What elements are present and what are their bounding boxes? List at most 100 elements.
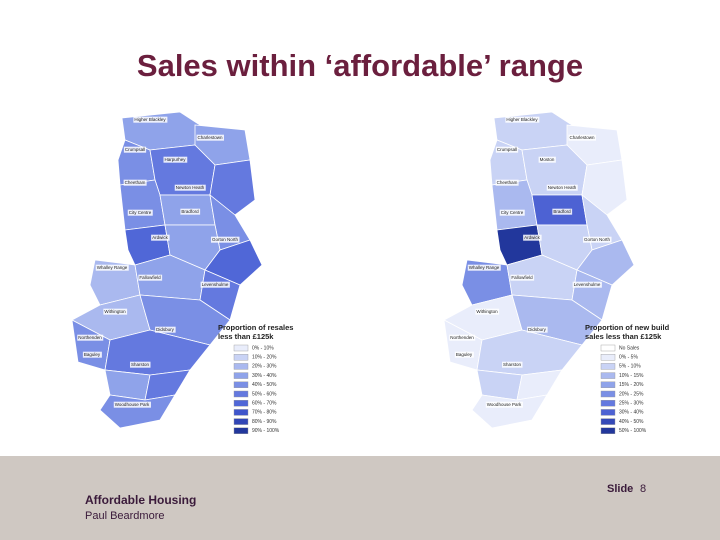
ward-label: Northenden: [450, 335, 474, 340]
ward-label: Ardwick: [152, 235, 169, 240]
legend-item: 5% - 10%: [619, 364, 641, 370]
ward-label-box: [501, 361, 523, 368]
legend-swatch: [600, 381, 616, 388]
ward-label: Withington: [104, 309, 126, 314]
ward-label: Fallowfield: [139, 275, 161, 280]
ward-label: Baguley: [456, 352, 473, 357]
legend-item: 10% - 20%: [252, 355, 277, 361]
legend-item: 0% - 10%: [252, 345, 274, 351]
ward-label-box: [499, 209, 525, 216]
legend-swatch: [233, 354, 249, 361]
legend-swatch: [600, 400, 616, 407]
ward-label: City Centre: [129, 210, 152, 215]
ward-label-box: [200, 281, 230, 288]
ward-label: Levenshulme: [574, 282, 601, 287]
ward-label: Higher Blackley: [134, 117, 166, 122]
legend-item: 25% - 30%: [619, 401, 644, 407]
legend-item: 90% - 100%: [252, 428, 280, 434]
legend-swatch: [600, 344, 616, 352]
legend-item: 80% - 90%: [252, 419, 277, 425]
ward-label-box: [127, 209, 153, 216]
legend-item: 50% - 100%: [619, 428, 647, 434]
ward-label-box: [454, 351, 474, 358]
map: Higher Blackley Charlestown Crumpsall Mosto…: [443, 111, 635, 429]
ward-label-box: [155, 326, 176, 333]
ward-area: [581, 159, 628, 216]
ward-label-box: [133, 116, 168, 123]
legend-item: 70% - 80%: [252, 410, 277, 416]
ward-label: Whalley Range: [469, 265, 500, 270]
ward-label-box: [475, 308, 500, 315]
legend-swatch: [600, 363, 616, 370]
ward-label-box: [572, 281, 602, 288]
legend-swatch: [600, 418, 616, 425]
footer-band: [0, 456, 720, 540]
ward-label-box: [151, 234, 170, 241]
footer-project: Affordable Housing: [85, 493, 196, 507]
ward-area: [516, 369, 563, 401]
ward-label: Didsbury: [156, 327, 175, 332]
ward-label: Charlestown: [569, 135, 595, 140]
legend-swatch: [600, 427, 616, 434]
ward-label: Crumpsall: [497, 147, 517, 152]
ward-label: Woodhouse Park: [115, 402, 150, 407]
legend-title: Proportion of resales: [218, 323, 293, 332]
ward-label: Whalley Range: [97, 265, 128, 270]
legend-swatch: [233, 427, 249, 434]
ward-label-box: [95, 264, 129, 271]
ward-label: Newton Heath: [176, 185, 205, 190]
ward-label-box: [568, 134, 597, 141]
ward-label-box: [495, 179, 519, 186]
slide-title: Sales within ‘affordable’ range: [137, 48, 583, 83]
ward-area: [99, 394, 176, 429]
ward-label: Gorton North: [212, 237, 239, 242]
legend-swatch: [233, 344, 249, 352]
ward-label-box: [538, 156, 556, 163]
ward-label-box: [510, 274, 535, 281]
legend-title: less than £125k: [218, 332, 274, 341]
ward-label-box: [467, 264, 501, 271]
ward-label-box: [552, 208, 573, 215]
legend-item: 30% - 40%: [252, 373, 277, 379]
legend-item: No Sales: [619, 345, 640, 351]
ward-label-box: [174, 184, 206, 191]
ward-label: Charlestown: [197, 135, 223, 140]
ward-label: Gorton North: [584, 237, 611, 242]
map: Higher Blackley Charlestown Crumpsall Harpu…: [71, 111, 263, 429]
legend-swatch: [600, 390, 616, 398]
legend-title: sales less than £125k: [585, 332, 662, 341]
ward-label: Woodhouse Park: [487, 402, 522, 407]
ward-label-box: [103, 308, 128, 315]
ward-label-box: [582, 236, 612, 243]
legend-item: 60% - 70%: [252, 401, 277, 407]
ward-label-box: [123, 179, 147, 186]
ward-label: Bradford: [181, 209, 199, 214]
ward-label: Levenshulme: [202, 282, 229, 287]
ward-label: Withington: [476, 309, 498, 314]
ward-label-box: [180, 208, 201, 215]
ward-area: [471, 394, 548, 429]
ward-label: Sharston: [503, 362, 522, 367]
ward-label: Sharston: [131, 362, 150, 367]
legend-swatch: [233, 372, 249, 379]
ward-label-box: [523, 234, 542, 241]
ward-label: Ardwick: [524, 235, 541, 240]
ward-label-box: [113, 401, 151, 408]
ward-label-box: [210, 236, 240, 243]
ward-label-box: [138, 274, 163, 281]
ward-label-box: [449, 334, 476, 341]
legend-item: 15% - 20%: [619, 382, 644, 388]
ward-label-box: [123, 146, 147, 153]
legend-item: 0% - 5%: [619, 355, 638, 361]
legend-item: 30% - 40%: [619, 410, 644, 416]
ward-label: Higher Blackley: [506, 117, 538, 122]
legend-swatch: [600, 354, 616, 361]
ward-label-box: [77, 334, 104, 341]
ward-label: Crumpsall: [125, 147, 145, 152]
slide-number: 8: [640, 483, 646, 495]
legend-swatch: [600, 372, 616, 379]
ward-label-box: [129, 361, 151, 368]
legend-swatch: [233, 400, 249, 407]
legend-item: 40% - 50%: [619, 419, 644, 425]
slide-label: Slide: [607, 483, 633, 495]
